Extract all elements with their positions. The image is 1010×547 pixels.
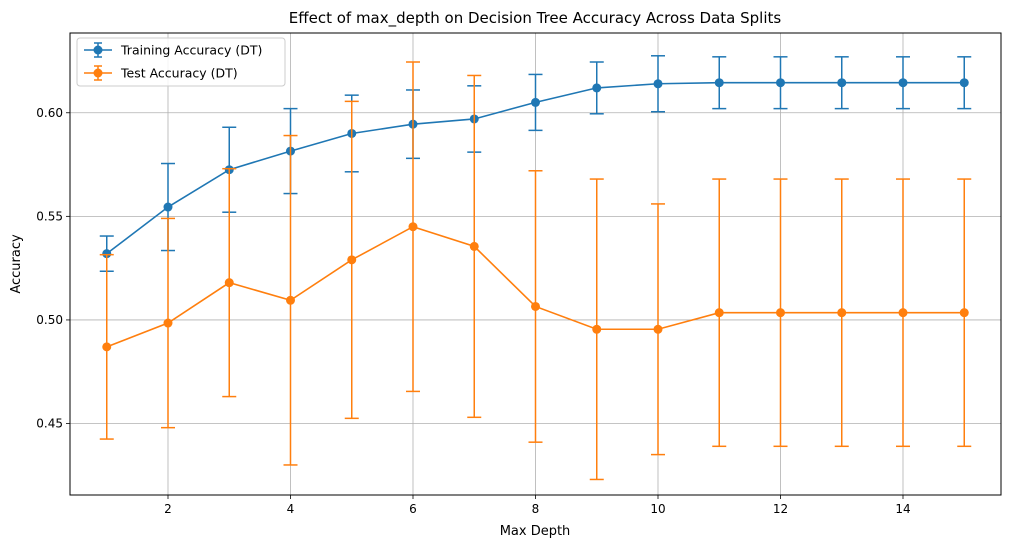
legend-marker (93, 68, 103, 78)
legend-marker (93, 45, 103, 55)
data-point (102, 249, 112, 259)
x-axis-ticks: 2 4 6 8 10 12 14 (164, 495, 911, 516)
legend-entry: Test Accuracy (DT) (84, 65, 238, 81)
x-tick-label: 4 (287, 502, 295, 516)
x-tick-label: 6 (409, 502, 417, 516)
legend-box (76, 37, 286, 87)
data-point (224, 278, 234, 288)
data-point (653, 324, 663, 334)
x-tick-label: 2 (164, 502, 172, 516)
x-tick-label: 12 (773, 502, 788, 516)
x-axis-label: Max Depth (500, 524, 571, 539)
y-tick-label: 0.60 (36, 106, 63, 120)
series-test (99, 61, 972, 481)
data-point (959, 308, 969, 318)
data-point (837, 78, 847, 88)
data-point (837, 308, 847, 318)
data-point (163, 318, 173, 328)
legend-label: Test Accuracy (DT) (120, 66, 238, 81)
y-tick-label: 0.55 (36, 209, 63, 223)
y-tick-label: 0.50 (36, 313, 63, 327)
data-point (163, 202, 173, 212)
y-axis-ticks: 0.45 0.50 0.55 0.60 (36, 106, 70, 431)
data-point (898, 308, 908, 318)
legend: Training Accuracy (DT) Test Accuracy (DT) (76, 37, 286, 87)
data-point (531, 97, 540, 107)
x-tick-label: 8 (532, 502, 540, 516)
legend-label: Training Accuracy (DT) (120, 43, 262, 58)
data-point (653, 79, 663, 89)
data-point (776, 308, 785, 318)
data-point (286, 295, 295, 305)
data-point (408, 222, 418, 232)
data-point (592, 324, 602, 334)
x-tick-label: 14 (895, 502, 910, 516)
data-point (776, 78, 785, 88)
series-training (99, 55, 972, 273)
chart-title: Effect of max_depth on Decision Tree Acc… (289, 9, 782, 28)
data-point (469, 241, 479, 251)
x-tick-label: 10 (650, 502, 665, 516)
data-point (592, 83, 602, 93)
data-point (959, 78, 969, 88)
y-axis-label: Accuracy (9, 234, 24, 294)
data-point (531, 301, 540, 311)
plot-series (99, 55, 972, 481)
y-tick-label: 0.45 (36, 417, 63, 431)
data-point (714, 308, 724, 318)
data-point (347, 255, 357, 265)
data-point (714, 78, 724, 88)
data-point (898, 78, 908, 88)
legend-entry: Training Accuracy (DT) (84, 42, 262, 58)
data-point (102, 342, 112, 352)
